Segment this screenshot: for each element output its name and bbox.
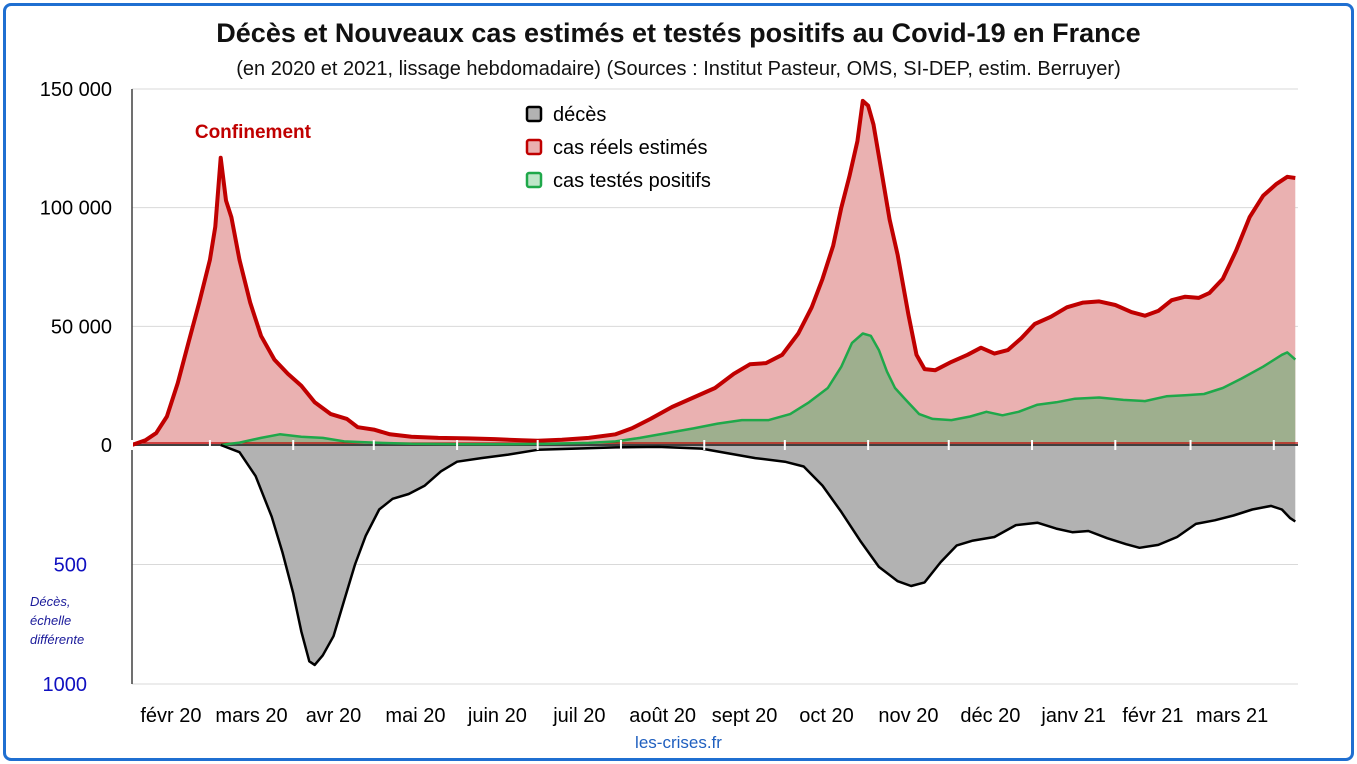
x-tick-label-6: août 20 — [629, 705, 696, 727]
series-tested-line — [220, 332, 1297, 447]
annotation-confinement: Confinement — [195, 122, 312, 143]
legend-swatch-real — [525, 138, 543, 156]
x-tick-label-9: nov 20 — [878, 705, 938, 727]
legend-label-real: cas réels estimés — [553, 137, 708, 159]
deaths-axis-note-line-2: échelle — [30, 613, 72, 628]
y-tick-label-deaths-1: 1000 — [43, 674, 88, 696]
chart-title: Décès et Nouveaux cas estimés et testés … — [216, 18, 1141, 48]
x-tick-label-4: juin 20 — [467, 705, 527, 727]
y-tick-label-cases-2: 100 000 — [40, 198, 112, 220]
x-tick-label-1: mars 20 — [215, 705, 287, 727]
y-tick-label-cases-1: 50 000 — [51, 316, 112, 338]
x-tick-label-13: mars 21 — [1196, 705, 1268, 727]
x-tick-label-2: avr 20 — [306, 705, 362, 727]
series-tested-area — [220, 333, 1296, 445]
x-tick-label-8: oct 20 — [799, 705, 853, 727]
deaths-axis-note-line-1: Décès, — [30, 594, 71, 609]
chart-subtitle: (en 2020 et 2021, lissage hebdomadaire) … — [236, 58, 1121, 80]
series-real-line — [131, 98, 1296, 447]
y-tick-label-cases-0: 0 — [101, 435, 112, 457]
legend-swatch-tested — [525, 171, 543, 189]
deaths-axis-note: Décès, échelle différente — [30, 592, 110, 649]
source-label: les-crises.fr — [635, 733, 722, 752]
series-real-area — [132, 100, 1296, 446]
legend-swatch-deaths — [525, 105, 543, 123]
x-tick-label-12: févr 21 — [1122, 705, 1183, 727]
x-tick-label-0: févr 20 — [140, 705, 201, 727]
x-tick-label-10: déc 20 — [960, 705, 1020, 727]
legend-label-deaths: décès — [553, 104, 606, 126]
x-tick-label-11: janv 21 — [1040, 705, 1106, 727]
x-tick-label-5: juil 20 — [552, 705, 605, 727]
y-tick-label-deaths-0: 500 — [54, 555, 87, 577]
x-tick-label-7: sept 20 — [712, 705, 778, 727]
deaths-axis-note-line-3: différente — [30, 632, 85, 647]
series-deaths-line — [220, 443, 1296, 667]
x-tick-label-3: mai 20 — [385, 705, 445, 727]
legend-label-tested: cas testés positifs — [553, 170, 711, 192]
series-deaths-area — [220, 445, 1296, 665]
y-tick-label-cases-3: 150 000 — [40, 79, 112, 101]
